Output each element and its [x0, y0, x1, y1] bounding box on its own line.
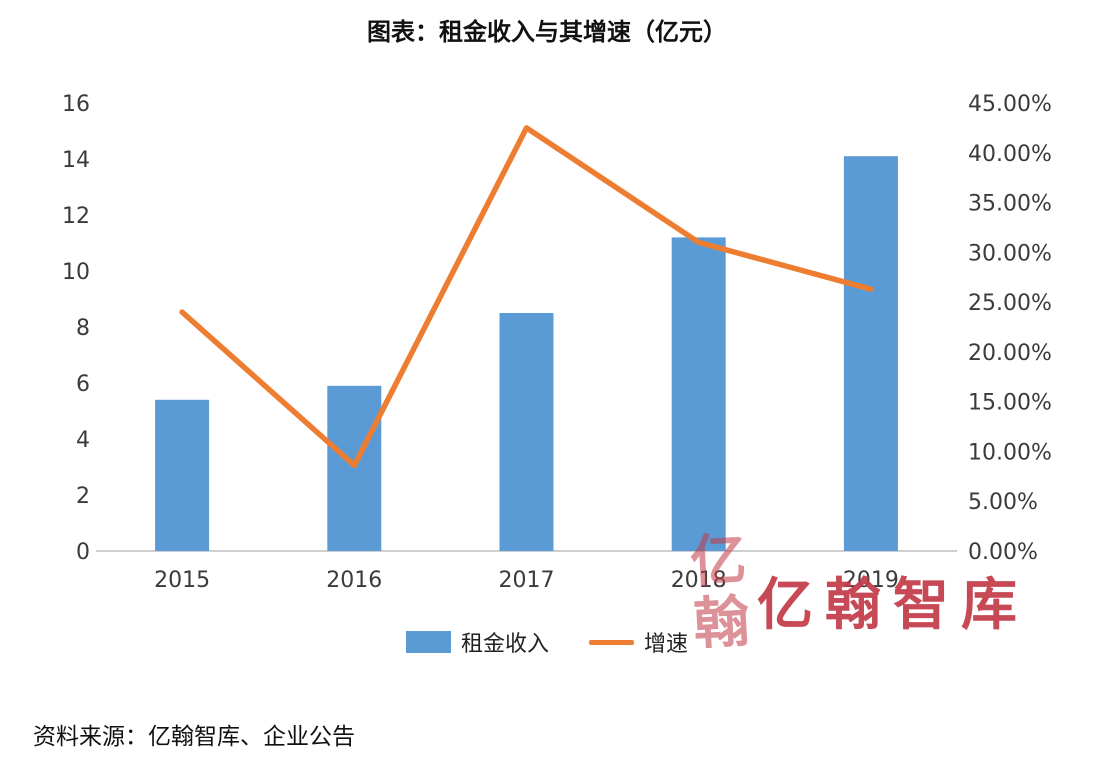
right-axis-tick: 35.00% [968, 192, 1052, 217]
chart-legend: 租金收入 增速 [0, 626, 1094, 658]
bar-2018 [671, 237, 726, 551]
left-axis-tick: 8 [76, 316, 90, 341]
left-axis-tick: 0 [76, 540, 90, 565]
right-axis-tick: 40.00% [968, 142, 1052, 167]
x-axis-label-2019: 2019 [843, 568, 899, 593]
left-axis-tick: 16 [62, 92, 90, 117]
watermark-seal-char-1: 亿 [688, 528, 749, 596]
bar-2016 [327, 385, 382, 551]
left-axis-tick: 4 [76, 428, 90, 453]
legend-bar-label: 租金收入 [460, 632, 549, 657]
watermark-text: 亿翰智库 [757, 573, 1029, 638]
right-axis-tick: 0.00% [968, 540, 1038, 565]
x-axis-label-2016: 2016 [326, 568, 382, 593]
legend-bar-swatch [405, 631, 451, 653]
x-axis-label-2018: 2018 [671, 568, 727, 593]
right-axis-tick: 45.00% [968, 92, 1052, 117]
right-axis-tick: 30.00% [968, 241, 1052, 266]
right-axis-tick: 5.00% [968, 490, 1038, 515]
legend-line-swatch [589, 639, 634, 645]
bar-2015 [155, 399, 210, 551]
left-axis-tick: 2 [76, 484, 90, 509]
watermark-seal-char-2: 翰 [691, 589, 752, 658]
left-axis-tick: 6 [76, 372, 90, 397]
left-axis-tick: 12 [62, 204, 90, 229]
right-axis-tick: 25.00% [968, 291, 1052, 316]
left-axis-tick: 10 [62, 260, 90, 285]
source-note: 资料来源：亿翰智库、企业公告 [33, 724, 355, 750]
growth-rate-line [179, 125, 874, 469]
x-axis-label-2017: 2017 [499, 568, 555, 593]
bar-2017 [499, 313, 554, 551]
right-axis-tick: 15.00% [968, 391, 1052, 416]
x-axis-label-2015: 2015 [154, 568, 210, 593]
right-axis-tick: 20.00% [968, 341, 1052, 366]
legend-line-label: 增速 [644, 632, 689, 657]
left-axis-tick: 14 [62, 148, 90, 173]
right-axis-tick: 10.00% [968, 440, 1052, 465]
bar-2019 [843, 156, 898, 551]
chart-title: 图表：租金收入与其增速（亿元） [367, 18, 727, 46]
